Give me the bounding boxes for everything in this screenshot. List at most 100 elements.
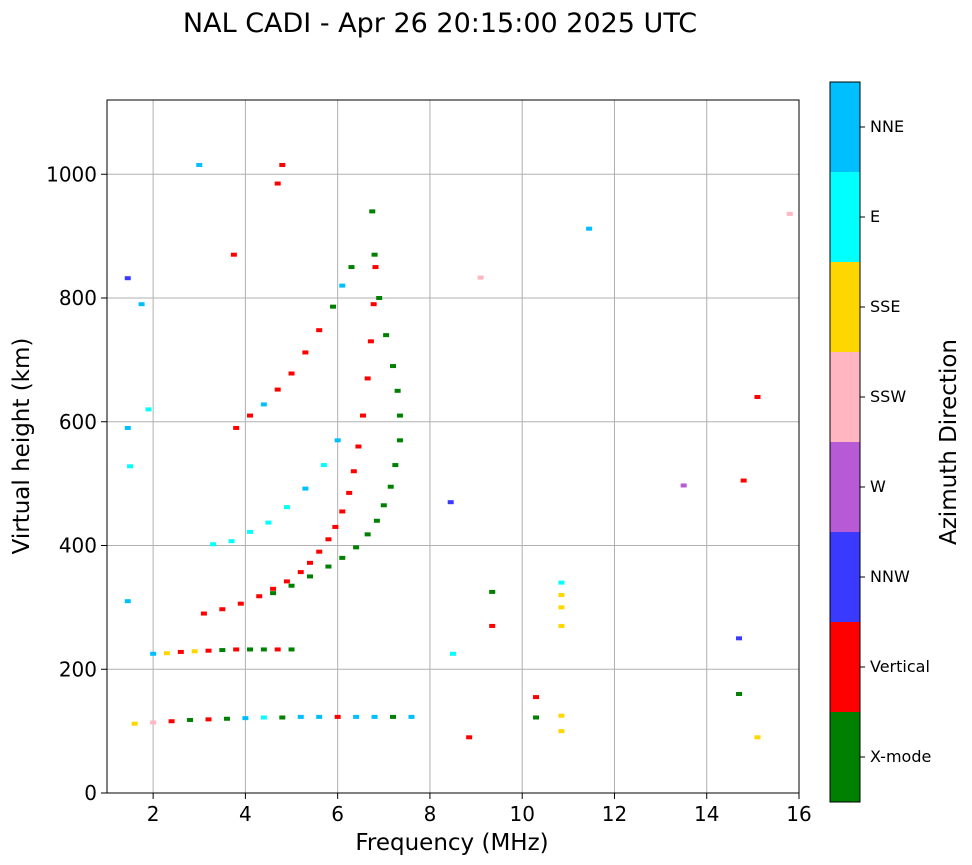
x-tick-label: 2 [147, 802, 160, 826]
echo-mark [332, 524, 339, 529]
echo-mark [558, 580, 565, 585]
echo-mark [346, 490, 353, 495]
echo-mark [373, 518, 380, 523]
echo-mark [367, 339, 374, 344]
echo-mark [466, 735, 473, 740]
echo-mark [390, 714, 397, 719]
colorbar-category-label: W [870, 477, 886, 496]
echo-mark [124, 276, 131, 281]
colorbar-swatch [830, 622, 860, 712]
echo-mark [396, 413, 403, 418]
colorbar-label: Azimuth Direction [936, 339, 962, 545]
echo-mark [372, 265, 379, 270]
echo-mark [558, 605, 565, 610]
echo-mark [383, 333, 390, 338]
echo-mark [124, 425, 131, 430]
echo-mark [736, 692, 743, 696]
echo-mark [320, 463, 327, 468]
echo-mark [210, 542, 217, 547]
echo-mark [124, 599, 131, 604]
echo-mark [205, 717, 212, 722]
echo-mark [279, 162, 286, 167]
echo-mark [306, 574, 313, 579]
y-axis-label: Virtual height (km) [9, 338, 35, 555]
echo-mark [297, 570, 304, 575]
colorbar-swatch [830, 82, 860, 172]
y-tick-label: 0 [84, 781, 97, 805]
x-tick-label: 10 [509, 802, 534, 826]
echo-mark [283, 579, 290, 584]
colorbar-category-label: Vertical [870, 657, 930, 676]
echo-mark [558, 623, 565, 628]
echo-mark [364, 532, 371, 537]
echo-mark [353, 714, 360, 719]
echo-mark [558, 713, 565, 718]
echo-mark [334, 714, 341, 719]
colorbar-swatch [830, 532, 860, 622]
echo-mark [533, 715, 540, 720]
echo-mark [325, 564, 332, 569]
echo-mark [177, 649, 184, 654]
echo-mark [339, 509, 346, 514]
y-axis-ticks: 0 200 400 600 800 1000 [46, 162, 107, 805]
echo-mark [288, 371, 295, 376]
chart-title: NAL CADI - Apr 26 20:15:00 2025 UTC [183, 8, 697, 39]
echo-mark [256, 594, 263, 599]
plot-area [107, 100, 799, 793]
colorbar-category-label: SSW [870, 387, 906, 406]
colorbar-swatch [830, 262, 860, 352]
echo-mark [740, 478, 747, 483]
echo-mark [371, 714, 378, 719]
colorbar-frame [829, 81, 861, 803]
echo-mark [339, 555, 346, 560]
echo-mark [274, 181, 281, 186]
echo-mark [265, 520, 272, 525]
echo-mark [376, 296, 383, 300]
echo-mark [736, 636, 743, 641]
grid-lines [107, 100, 800, 794]
echo-mark [306, 560, 313, 565]
echo-mark [450, 651, 456, 656]
echo-mark [350, 469, 357, 474]
echo-mark [283, 505, 290, 510]
echo-mark [339, 283, 346, 288]
echo-mark [754, 395, 761, 399]
x-tick-label: 12 [602, 802, 627, 826]
x-axis-label: Frequency (MHz) [355, 830, 548, 856]
colorbar-swatch [830, 712, 860, 802]
echo-mark [489, 589, 496, 594]
echo-mark [387, 484, 394, 489]
echo-mark [247, 413, 254, 418]
colorbar: X-mode Vertical NNW W SSW SSE E NNE [829, 81, 931, 803]
echo-mark [274, 387, 281, 392]
echo-mark [223, 716, 230, 721]
echo-mark [163, 651, 170, 656]
echo-mark [355, 444, 362, 449]
echo-mark [242, 716, 249, 721]
echo-mark [237, 601, 244, 606]
colorbar-swatch [830, 352, 860, 442]
echo-mark [127, 464, 134, 469]
echo-mark [187, 717, 194, 722]
echo-mark [396, 438, 403, 443]
echo-mark [247, 529, 254, 534]
colorbar-category-label: NNE [870, 117, 904, 136]
echo-mark [380, 503, 387, 508]
echo-mark [348, 265, 355, 270]
echo-mark [302, 350, 309, 355]
echo-mark [353, 545, 360, 550]
echo-mark [196, 162, 203, 167]
echo-mark [279, 715, 286, 720]
echo-mark [754, 735, 761, 740]
echo-mark [316, 549, 323, 554]
echo-mark [150, 651, 157, 656]
echo-marks [124, 162, 793, 740]
echo-mark [558, 593, 565, 597]
echo-mark [191, 649, 198, 654]
echo-mark [325, 537, 332, 542]
echo-mark [371, 252, 378, 257]
y-tick-label: 400 [59, 534, 97, 558]
echo-mark [168, 719, 175, 724]
echo-mark [260, 647, 267, 652]
echo-mark [394, 388, 401, 393]
